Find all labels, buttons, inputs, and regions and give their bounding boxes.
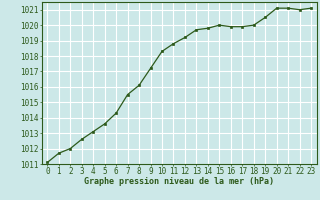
X-axis label: Graphe pression niveau de la mer (hPa): Graphe pression niveau de la mer (hPa) [84,177,274,186]
